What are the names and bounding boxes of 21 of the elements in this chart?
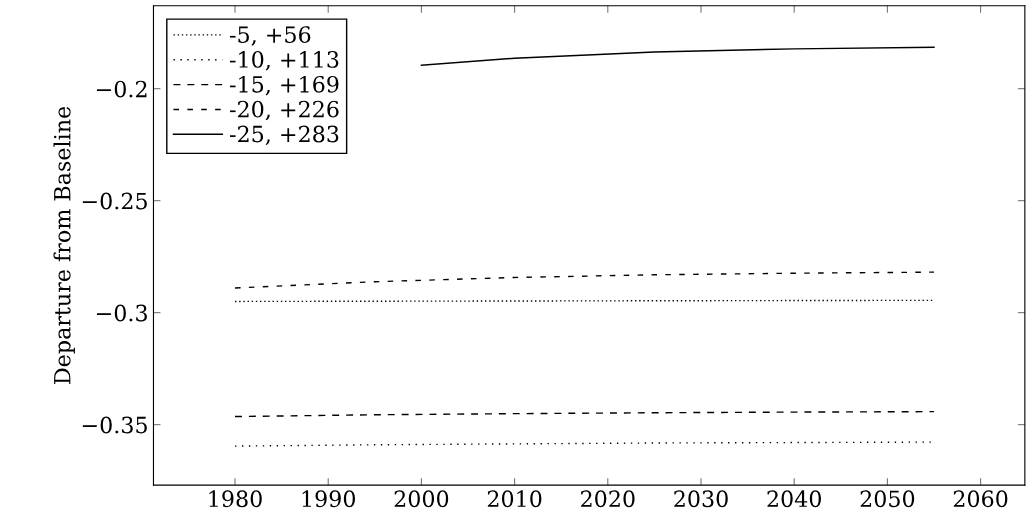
x-tick-label: 2040: [767, 490, 821, 508]
legend-label: -10, +113: [230, 51, 339, 71]
x-tick-label: 2030: [674, 490, 728, 508]
y-tick-label: −0.2: [97, 80, 147, 98]
x-tick-label: 2050: [860, 490, 915, 508]
x-tick-label: 2020: [581, 490, 635, 508]
y-tick-label: −0.35: [82, 416, 147, 434]
x-tick-label: 2060: [953, 490, 1008, 508]
y-tick-label: −0.25: [82, 192, 147, 210]
legend-label: -25, +283: [230, 125, 339, 146]
y-axis-title: Departure from Baseline: [53, 106, 75, 384]
legend-label: -15, +169: [230, 75, 339, 96]
x-tick-label: 2010: [487, 490, 542, 508]
line-series: [420, 46, 935, 66]
x-tick-label: 2000: [394, 490, 449, 508]
line-series: [234, 271, 935, 289]
x-tick-label: 1990: [302, 490, 356, 508]
legend-label: -20, +226: [230, 100, 339, 121]
legend-label: -5, +56: [230, 26, 311, 46]
x-tick-label: 1980: [209, 490, 262, 508]
y-tick-label: −0.3: [97, 304, 147, 322]
